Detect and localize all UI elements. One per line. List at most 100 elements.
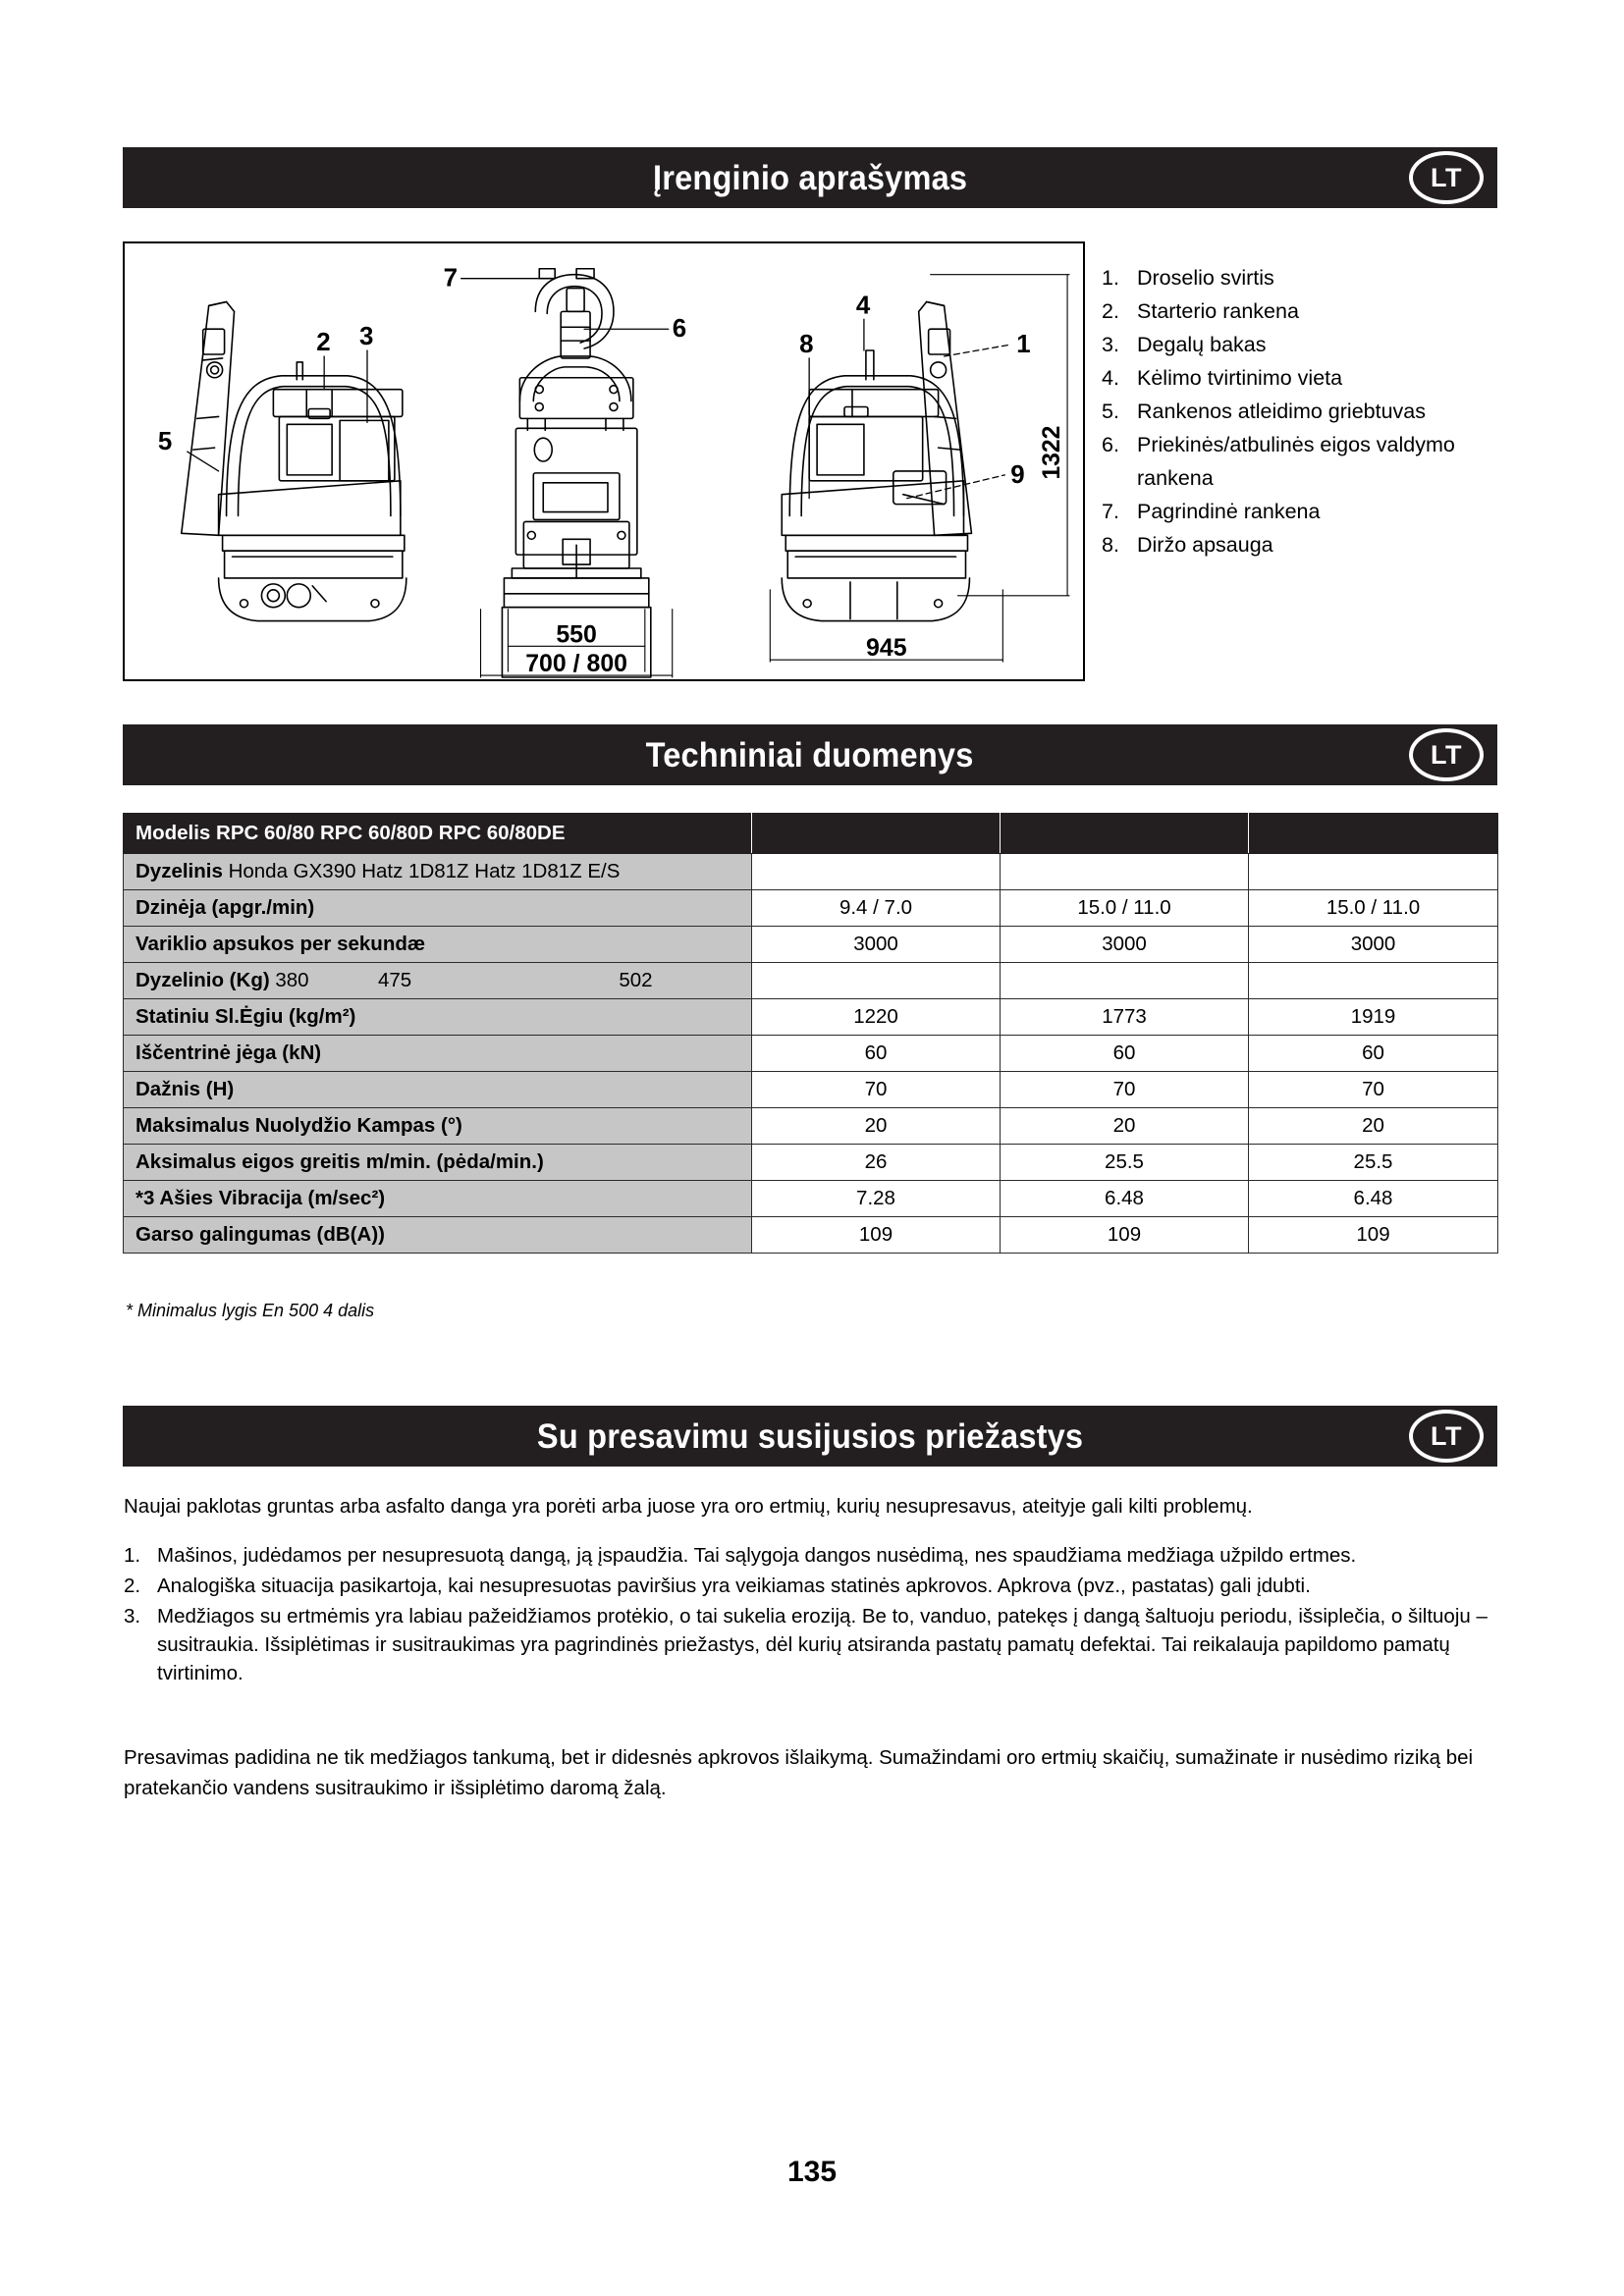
callout-4: 4 xyxy=(856,292,871,319)
table-header-col-3 xyxy=(1248,813,1498,854)
row-label: *3 Ašies Vibracija (m/sec²) xyxy=(123,1180,752,1217)
row-label: Statiniu Sl.Ėgiu (kg/m²) xyxy=(123,998,752,1036)
section-banner-compaction: Su presavimu susijusios priežastys LT xyxy=(123,1406,1497,1467)
legend-label-continuation: rankena xyxy=(1137,466,1214,490)
table-row: Dažnis (H) 70 70 70 xyxy=(123,1071,1498,1108)
legend-number: 6. xyxy=(1102,433,1119,456)
callout-2: 2 xyxy=(316,329,330,356)
legend-label: Diržo apsauga xyxy=(1137,533,1273,557)
row-value-3: 109 xyxy=(1248,1216,1498,1254)
legend-item-4: 4. Kėlimo tvirtinimo vieta xyxy=(1102,361,1524,395)
row-label: Iščentrinė jėga (kN) xyxy=(123,1035,752,1072)
table-header-col-1 xyxy=(751,813,1001,854)
section-banner-description: Įrenginio aprašymas LT xyxy=(123,147,1497,208)
row-weight-3: 502 xyxy=(619,969,653,991)
dimension-label-1322: 1322 xyxy=(1039,426,1065,480)
row-value-1: 3000 xyxy=(751,926,1001,963)
row-value-3: 20 xyxy=(1248,1107,1498,1145)
machine-diagram-svg: 5 2 3 xyxy=(158,265,1070,678)
legend-label: Starterio rankena xyxy=(1137,299,1299,323)
row-value-2: 109 xyxy=(1000,1216,1249,1254)
reason-text: Analogiška situacija pasikartoja, kai ne… xyxy=(157,1575,1311,1597)
legend-item-7: 7. Pagrindinė rankena xyxy=(1102,495,1524,528)
row-value-1: 60 xyxy=(751,1035,1001,1072)
legend-label: Kėlimo tvirtinimo vieta xyxy=(1137,366,1343,390)
row-value-2: 6.48 xyxy=(1000,1180,1249,1217)
row-value-1 xyxy=(751,853,1001,890)
row-value-2: 15.0 / 11.0 xyxy=(1000,889,1249,927)
reason-item-2: 2. Analogiška situacija pasikartoja, kai… xyxy=(124,1572,1510,1600)
row-value-2: 3000 xyxy=(1000,926,1249,963)
table-header-col-2 xyxy=(1000,813,1249,854)
callout-8: 8 xyxy=(799,331,813,358)
reason-text: Medžiagos su ertmėmis yra labiau pažeidž… xyxy=(157,1605,1488,1684)
row-value-2 xyxy=(1000,962,1249,999)
legend-item-5: 5. Rankenos atleidimo griebtuvas xyxy=(1102,395,1524,428)
table-row: *3 Ašies Vibracija (m/sec²) 7.28 6.48 6.… xyxy=(123,1180,1498,1217)
table-row: Garso galingumas (dB(A)) 109 109 109 xyxy=(123,1216,1498,1254)
dimension-1322 xyxy=(930,274,1070,597)
row-value-2: 60 xyxy=(1000,1035,1249,1072)
machine-diagram: 5 2 3 xyxy=(123,241,1085,681)
row-value-2: 1773 xyxy=(1000,998,1249,1036)
reason-number: 2. xyxy=(124,1575,141,1597)
legend-number: 1. xyxy=(1102,266,1119,290)
reason-number: 1. xyxy=(124,1544,141,1567)
row-weight-2: 475 xyxy=(377,969,412,991)
legend-number: 8. xyxy=(1102,533,1119,557)
row-value-2: 20 xyxy=(1000,1107,1249,1145)
callout-1: 1 xyxy=(1016,331,1030,358)
legend-number: 5. xyxy=(1102,400,1119,423)
dimension-label-700-800: 700 / 800 xyxy=(525,651,627,677)
table-header-label: Modelis RPC 60/80 RPC 60/80D RPC 60/80DE xyxy=(123,813,752,854)
section-title-technical: Techniniai duomenys xyxy=(646,735,974,774)
legend-label: Degalų bakas xyxy=(1137,333,1267,356)
row-value-3: 25.5 xyxy=(1248,1144,1498,1181)
row-label: Dyzelinio (Kg) 380 475 502 xyxy=(123,962,752,999)
row-value-2: 25.5 xyxy=(1000,1144,1249,1181)
legend-number: 4. xyxy=(1102,366,1119,390)
table-row: Dyzelinio (Kg) 380 475 502 xyxy=(123,962,1498,999)
closing-paragraph: Presavimas padidina ne tik medžiagos tan… xyxy=(124,1746,1474,1799)
row-label: Dyzelinis Honda GX390 Hatz 1D81Z Hatz 1D… xyxy=(123,853,752,890)
row-value-3 xyxy=(1248,962,1498,999)
row-label-bold: Dyzelinio (Kg) xyxy=(135,969,270,991)
lt-badge-icon: LT xyxy=(1409,1410,1484,1463)
legend-item-1: 1. Droselio svirtis xyxy=(1102,261,1524,294)
section-banner-technical: Techniniai duomenys LT xyxy=(123,724,1497,785)
row-value-3: 3000 xyxy=(1248,926,1498,963)
row-value-2 xyxy=(1000,853,1249,890)
technical-data-table: Modelis RPC 60/80 RPC 60/80D RPC 60/80DE… xyxy=(123,813,1498,1254)
view-center xyxy=(460,267,670,678)
legend-number: 7. xyxy=(1102,500,1119,523)
reason-item-3: 3. Medžiagos su ertmėmis yra labiau paže… xyxy=(124,1602,1510,1687)
callout-3: 3 xyxy=(359,323,373,350)
dimension-945 xyxy=(769,589,1003,663)
lt-badge-icon: LT xyxy=(1409,151,1484,204)
legend-label: Pagrindinė rankena xyxy=(1137,500,1321,523)
row-value-1: 70 xyxy=(751,1071,1001,1108)
row-label: Dzinėja (apgr./min) xyxy=(123,889,752,927)
row-label: Variklio apsukos per sekundæ xyxy=(123,926,752,963)
legend-item-8: 8. Diržo apsauga xyxy=(1102,528,1524,561)
view-right xyxy=(781,300,1011,622)
reasons-list: 1. Mašinos, judėdamos per nesupresuotą d… xyxy=(124,1541,1510,1689)
callout-5: 5 xyxy=(158,428,172,455)
row-value-3: 70 xyxy=(1248,1071,1498,1108)
table-header-row: Modelis RPC 60/80 RPC 60/80D RPC 60/80DE xyxy=(123,813,1498,854)
legend-label: Droselio svirtis xyxy=(1137,266,1274,290)
row-value-3: 15.0 / 11.0 xyxy=(1248,889,1498,927)
legend-item-2: 2. Starterio rankena xyxy=(1102,294,1524,328)
reason-number: 3. xyxy=(124,1605,141,1628)
row-label: Dažnis (H) xyxy=(123,1071,752,1108)
reason-text: Mašinos, judėdamos per nesupresuotą dang… xyxy=(157,1544,1357,1567)
row-value-1: 20 xyxy=(751,1107,1001,1145)
callout-7: 7 xyxy=(444,265,458,293)
row-value-3 xyxy=(1248,853,1498,890)
reason-item-1: 1. Mašinos, judėdamos per nesupresuotą d… xyxy=(124,1541,1510,1570)
lt-badge-label: LT xyxy=(1431,1420,1462,1451)
row-value-1: 9.4 / 7.0 xyxy=(751,889,1001,927)
section-title-description: Įrenginio aprašymas xyxy=(652,158,968,197)
legend-item-6: 6. Priekinės/atbulinės eigos valdymo xyxy=(1102,428,1524,461)
row-label: Maksimalus Nuolydžio Kampas (°) xyxy=(123,1107,752,1145)
